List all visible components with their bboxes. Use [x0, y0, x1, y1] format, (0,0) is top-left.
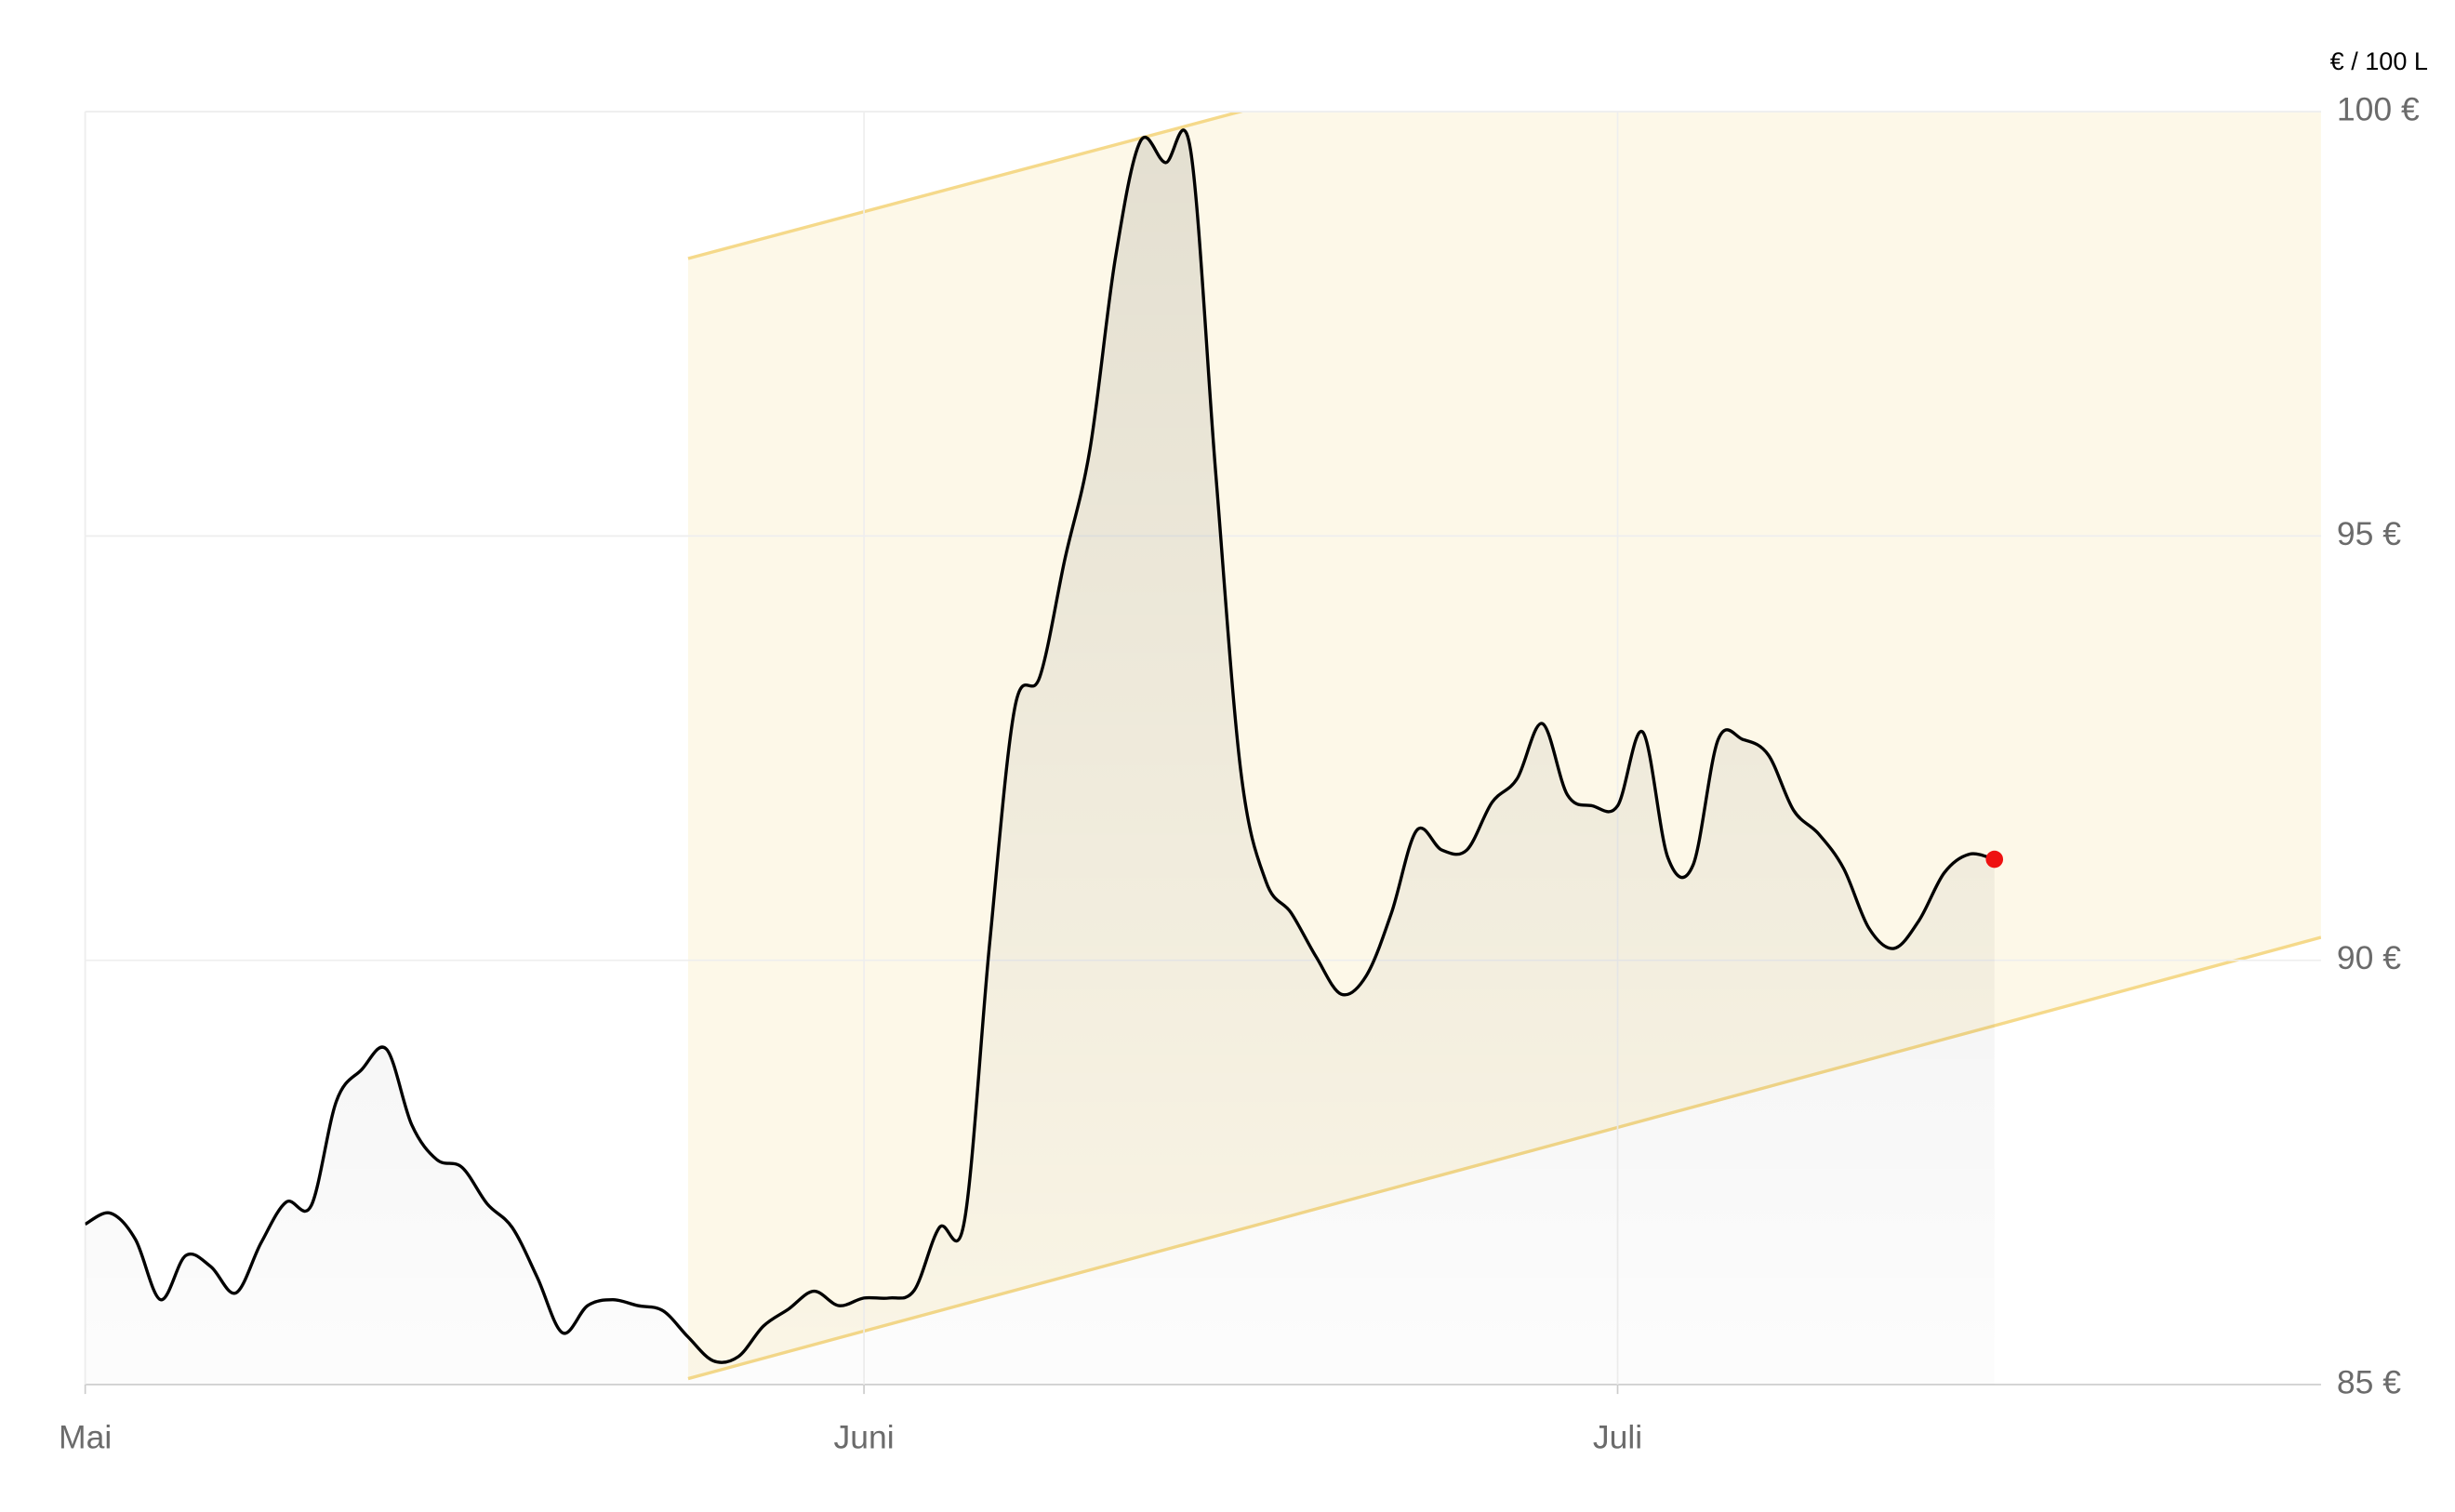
y-tick-label: 90 € — [2337, 939, 2401, 976]
x-tick-label: Mai — [59, 1419, 112, 1456]
series-area — [85, 130, 1995, 1385]
x-tick-label: Juni — [833, 1419, 894, 1456]
y-tick-label: 85 € — [2337, 1363, 2401, 1400]
trend-upper-line — [687, 112, 1246, 260]
y-tick-label: 100 € — [2337, 91, 2420, 128]
unit-label: € / 100 L — [2330, 46, 2428, 75]
series-line — [85, 128, 1996, 1364]
x-tick-label: Juli — [1593, 1419, 1642, 1456]
last-point — [1985, 850, 2004, 869]
y-tick-label: 95 € — [2337, 515, 2401, 552]
